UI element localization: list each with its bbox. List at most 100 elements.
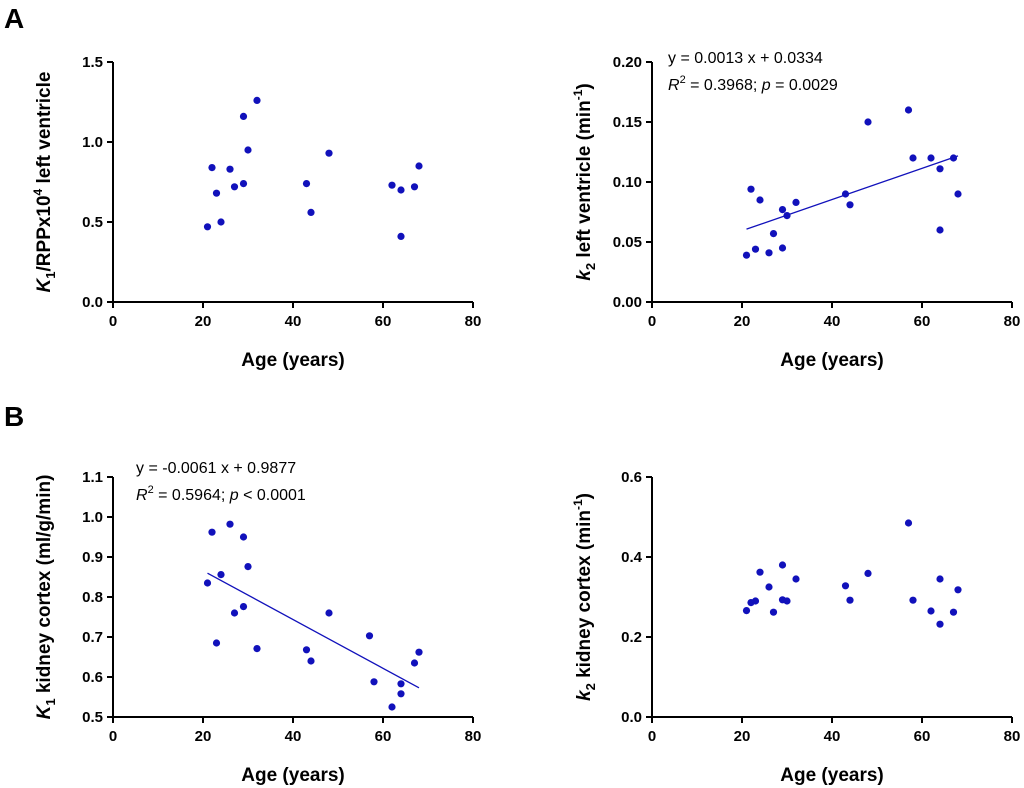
x-axis-label: Age (years) xyxy=(241,350,345,371)
data-point xyxy=(751,597,760,605)
x-tick-label: 60 xyxy=(375,728,392,745)
data-point xyxy=(936,620,944,628)
chart-k1-kidney-cortex: 0 20 40 60 80 0.5 0.6 0.7 0.8 0.9 1.0 1.1 Age (years… xyxy=(34,460,481,786)
x-tick-label: 0 xyxy=(109,313,117,330)
data-point xyxy=(325,609,333,617)
x-tick-label: 20 xyxy=(734,728,751,745)
data-point xyxy=(365,632,374,640)
x-tick-label: 20 xyxy=(734,313,751,330)
data-point xyxy=(239,112,248,120)
data-point xyxy=(904,519,913,527)
data-point xyxy=(397,690,405,698)
data-point xyxy=(909,154,917,162)
y-tick-label: 0.10 xyxy=(613,174,642,191)
regression-equation: y = -0.0061 x + 0.9877 xyxy=(136,460,296,477)
y-tick-label: 0.0 xyxy=(82,294,103,311)
x-tick-label: 60 xyxy=(375,313,392,330)
y-tick-label: 0.5 xyxy=(82,709,103,726)
data-point xyxy=(410,659,419,667)
data-point xyxy=(217,218,225,226)
x-tick-label: 60 xyxy=(914,313,931,330)
data-point xyxy=(846,201,854,209)
y-tick-label: 0.05 xyxy=(613,234,642,251)
data-point xyxy=(864,569,872,578)
x-tick-label: 0 xyxy=(648,728,656,745)
data-point xyxy=(769,608,778,616)
x-tick-label: 40 xyxy=(285,728,302,745)
data-point xyxy=(203,579,212,587)
data-point xyxy=(742,607,751,615)
data-point xyxy=(302,646,311,654)
data-point xyxy=(778,244,787,252)
regression-stats: R2 = 0.5964; p < 0.0001 xyxy=(136,484,306,504)
data-point xyxy=(783,597,791,605)
y-tick-label: 1.0 xyxy=(82,134,103,151)
data-point xyxy=(792,575,800,583)
data-point xyxy=(954,190,962,198)
y-axis-label: k2 left ventricle (min-1) xyxy=(571,83,598,280)
panel-letter-b: B xyxy=(4,401,24,432)
data-point xyxy=(370,678,378,686)
x-tick-label: 60 xyxy=(914,728,931,745)
x-tick-label: 20 xyxy=(195,313,212,330)
chart-k2-left-ventricle: 0 20 40 60 80 0.00 0.05 0.10 0.15 0.20 Age (years)… xyxy=(571,50,1020,371)
regression-equation: y = 0.0013 x + 0.0334 xyxy=(668,50,823,67)
data-point xyxy=(230,183,239,191)
x-tick-label: 80 xyxy=(1004,313,1021,330)
y-tick-label: 1.0 xyxy=(82,509,103,526)
y-tick-label: 0.0 xyxy=(621,709,642,726)
data-point xyxy=(909,596,917,604)
y-tick-label: 0.8 xyxy=(82,589,103,606)
regression-line xyxy=(207,572,420,689)
data-point xyxy=(792,198,800,206)
data-point xyxy=(208,528,216,536)
y-tick-label: 0.15 xyxy=(613,114,642,131)
y-tick-label: 1.1 xyxy=(82,469,103,486)
data-point xyxy=(742,251,751,259)
data-point xyxy=(864,118,872,126)
data-point xyxy=(841,582,850,590)
data-point xyxy=(846,596,854,604)
data-point xyxy=(765,249,773,257)
data-point xyxy=(751,245,760,253)
x-tick-label: 40 xyxy=(824,728,841,745)
x-tick-label: 20 xyxy=(195,728,212,745)
data-point xyxy=(244,563,252,571)
data-point xyxy=(217,571,225,579)
regression-line xyxy=(746,155,959,230)
y-axis-label: K1 kidney cortex (ml/g/min) xyxy=(34,475,58,720)
x-tick-label: 40 xyxy=(824,313,841,330)
data-point xyxy=(397,232,405,240)
chart-k1-rpp-left-ventricle: 0 20 40 60 80 0.0 0.5 1.0 1.5 Age (years) K1/RPPx1… xyxy=(31,54,481,371)
y-tick-label: 1.5 xyxy=(82,54,103,71)
data-point xyxy=(388,703,396,711)
data-point xyxy=(212,639,221,647)
y-tick-label: 0.7 xyxy=(82,629,103,646)
data-point xyxy=(253,96,261,104)
data-point xyxy=(747,185,755,193)
data-point xyxy=(388,181,396,189)
data-point xyxy=(756,568,764,576)
data-point xyxy=(949,608,958,616)
data-point xyxy=(410,183,419,191)
x-tick-label: 40 xyxy=(285,313,302,330)
y-tick-label: 0.20 xyxy=(613,54,642,71)
y-tick-label: 0.6 xyxy=(82,669,103,686)
y-tick-label: 0.9 xyxy=(82,549,103,566)
data-point xyxy=(927,607,935,615)
data-point xyxy=(307,208,315,216)
chart-k2-kidney-cortex: 0 20 40 60 80 0.0 0.2 0.4 0.6 Age (years) k2 kidne… xyxy=(571,469,1020,786)
data-point xyxy=(253,645,261,653)
x-axis-label: Age (years) xyxy=(241,765,345,786)
data-point xyxy=(778,206,787,214)
data-point xyxy=(307,657,315,665)
data-point xyxy=(415,162,423,170)
y-axis-label: k2 kidney cortex (min-1) xyxy=(571,493,598,701)
data-point xyxy=(212,189,221,197)
data-point xyxy=(239,533,248,541)
data-point xyxy=(756,196,764,204)
data-point xyxy=(769,230,778,238)
data-point xyxy=(397,680,405,688)
data-point xyxy=(226,520,234,528)
